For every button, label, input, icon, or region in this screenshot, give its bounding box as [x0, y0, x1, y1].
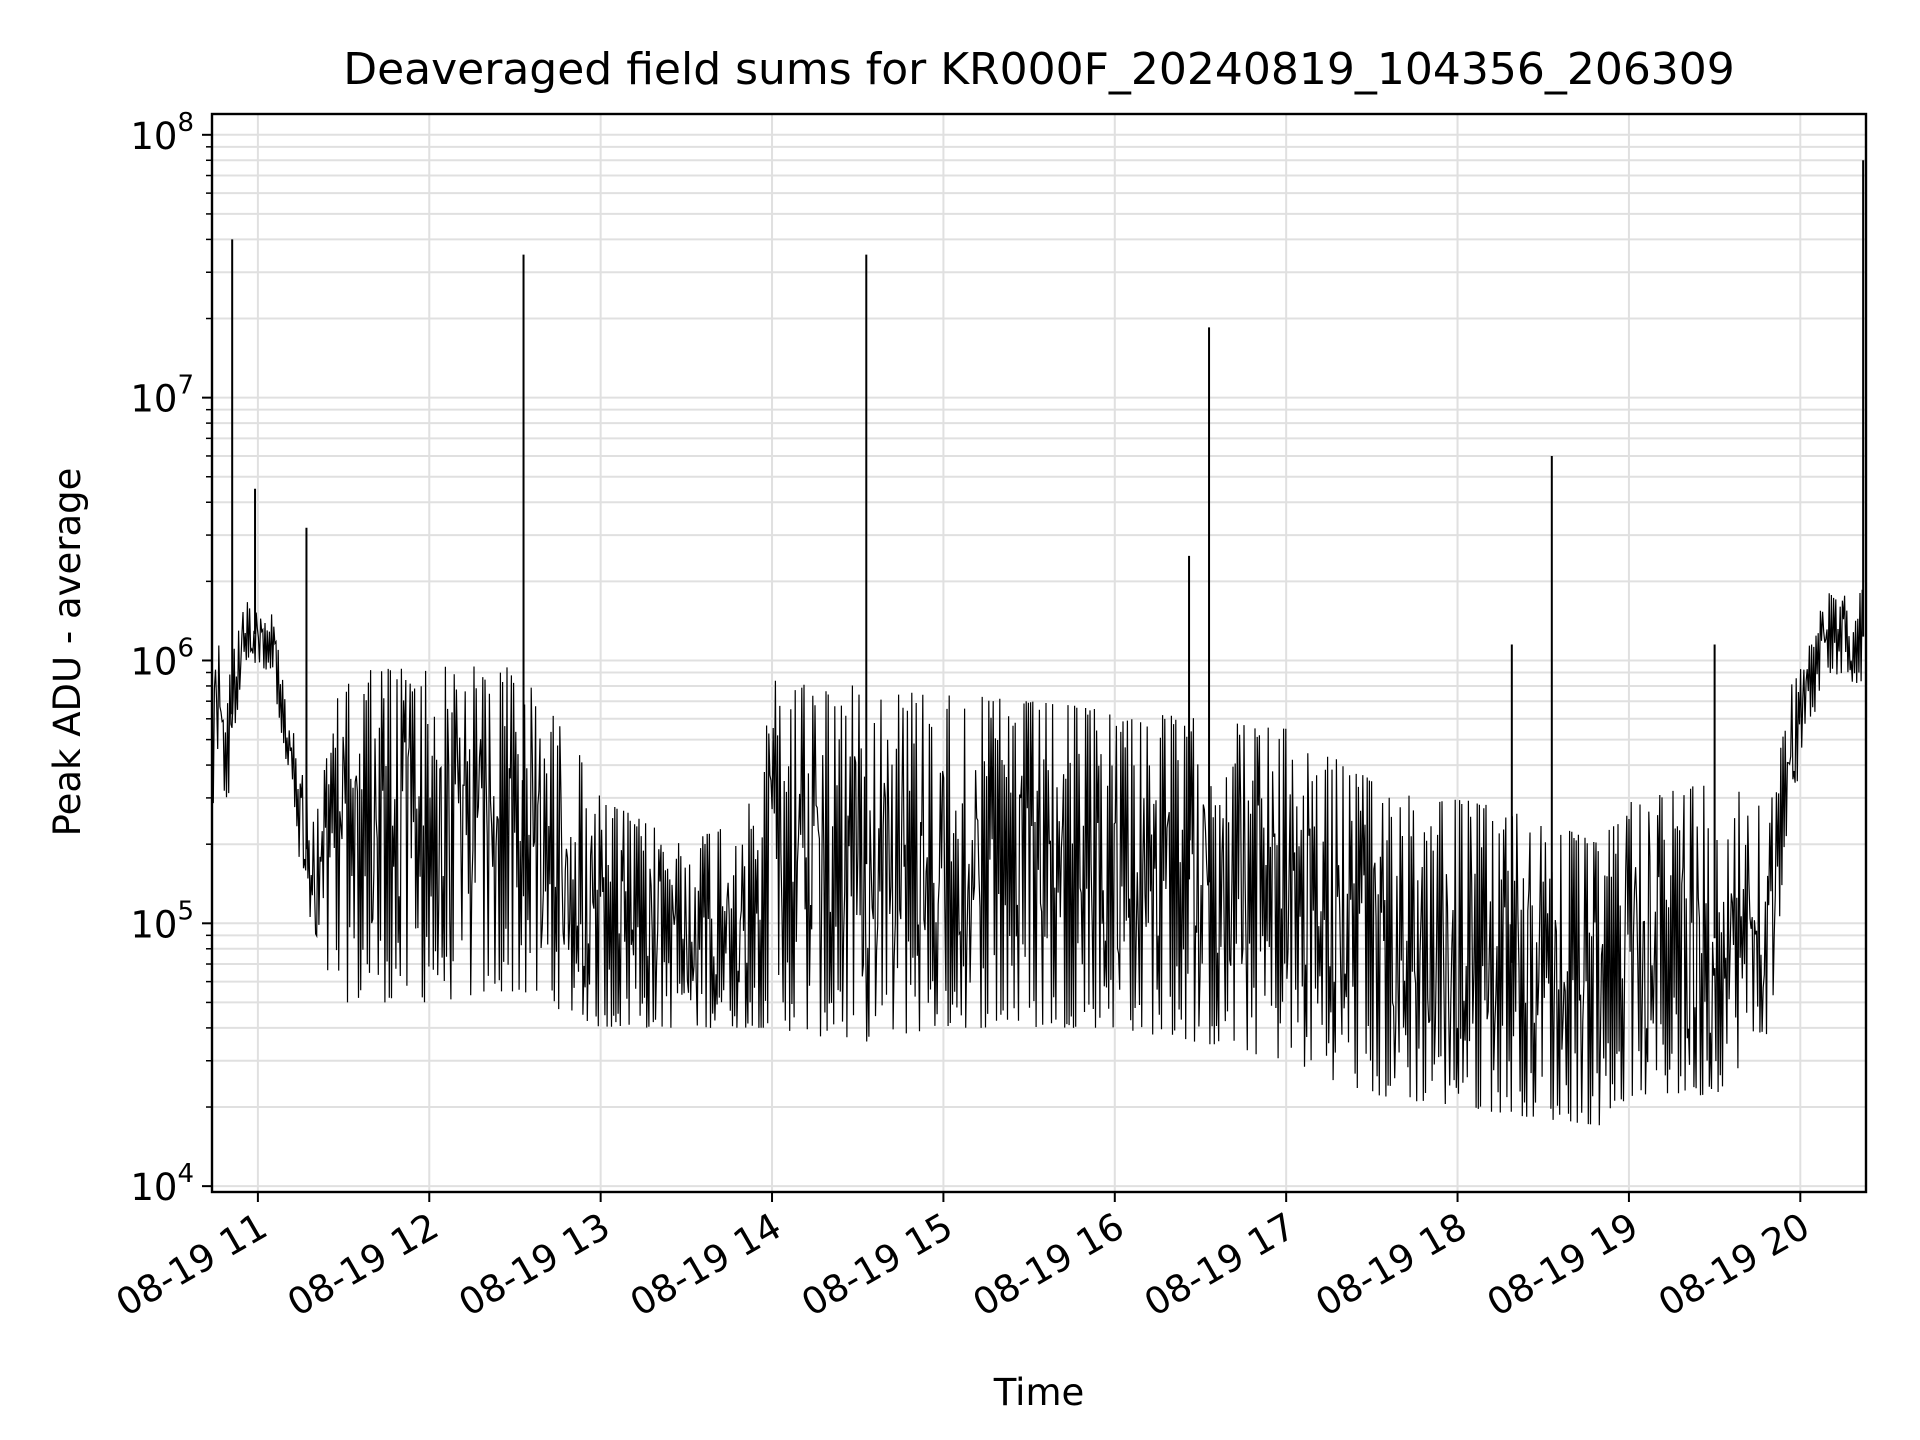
y-tick-label: 108 — [130, 108, 194, 158]
y-tick-label: 104 — [130, 1159, 194, 1209]
y-axis-label: Peak ADU - average — [46, 468, 89, 837]
data-line-series — [211, 589, 1863, 1126]
chart-title: Deaveraged field sums for KR000F_2024081… — [343, 44, 1735, 95]
axes-frame — [210, 112, 1868, 1194]
y-tick-label: 106 — [130, 633, 194, 683]
y-tick-label: 107 — [130, 371, 194, 421]
x-axis-label: Time — [993, 1371, 1085, 1414]
y-tick-label: 105 — [130, 896, 194, 946]
